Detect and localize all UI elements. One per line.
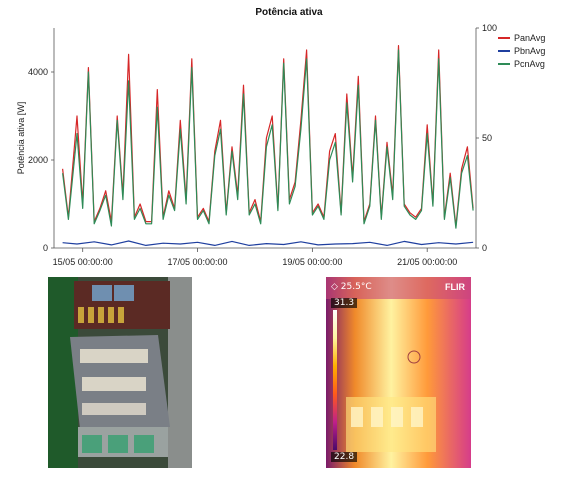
thermal-temperature: ◇ 25.5°C — [331, 282, 372, 292]
y-ticks: 0 2000 4000 — [28, 67, 54, 253]
thermal-scale-min: 22.8 — [331, 452, 358, 462]
series-line-PanAvg — [62, 44, 474, 227]
y2-tick-label: 0 — [482, 243, 487, 253]
x-tick-label: 19/05 00:00:00 — [282, 257, 342, 267]
legend-label: PbnAvg — [514, 46, 545, 56]
series-layer — [62, 44, 474, 246]
legend-label: PanAvg — [514, 33, 545, 43]
x-tick-label: 21/05 00:00:00 — [397, 257, 457, 267]
thermal-color-scale — [333, 310, 337, 450]
x-tick-label: 17/05 00:00:00 — [168, 257, 228, 267]
series-line-PcnAvg — [62, 49, 474, 229]
series-line-PbnAvg — [62, 240, 474, 246]
power-chart: Potência ativa Potência ativa [W] 0 2000 4… — [16, 7, 545, 267]
thermal-image-body — [326, 277, 471, 468]
y2-tick-label: 100 — [482, 23, 497, 33]
chart-title: Potência ativa — [255, 7, 323, 18]
y-tick-label: 2000 — [28, 155, 48, 165]
thermal-image: ◇ 25.5°C FLIR 31.3 22.8 — [326, 277, 471, 468]
legend: PanAvg PbnAvg PcnAvg — [498, 33, 545, 69]
legend-label: PcnAvg — [514, 59, 545, 69]
electrical-panel-photo — [48, 277, 192, 468]
y-axis-label: Potência ativa [W] — [16, 102, 26, 175]
x-ticks: 15/05 00:00:00 17/05 00:00:00 19/05 00:00:… — [53, 248, 457, 267]
flir-logo: FLIR — [445, 282, 465, 292]
thermal-scale-max: 31.3 — [331, 298, 358, 308]
y-tick-label: 0 — [43, 243, 48, 253]
x-tick-label: 15/05 00:00:00 — [53, 257, 113, 267]
y2-tick-label: 50 — [482, 133, 492, 143]
y2-ticks: 0 50 100 — [476, 23, 497, 253]
y-tick-label: 4000 — [28, 67, 48, 77]
electrical-panel-image — [48, 277, 192, 468]
